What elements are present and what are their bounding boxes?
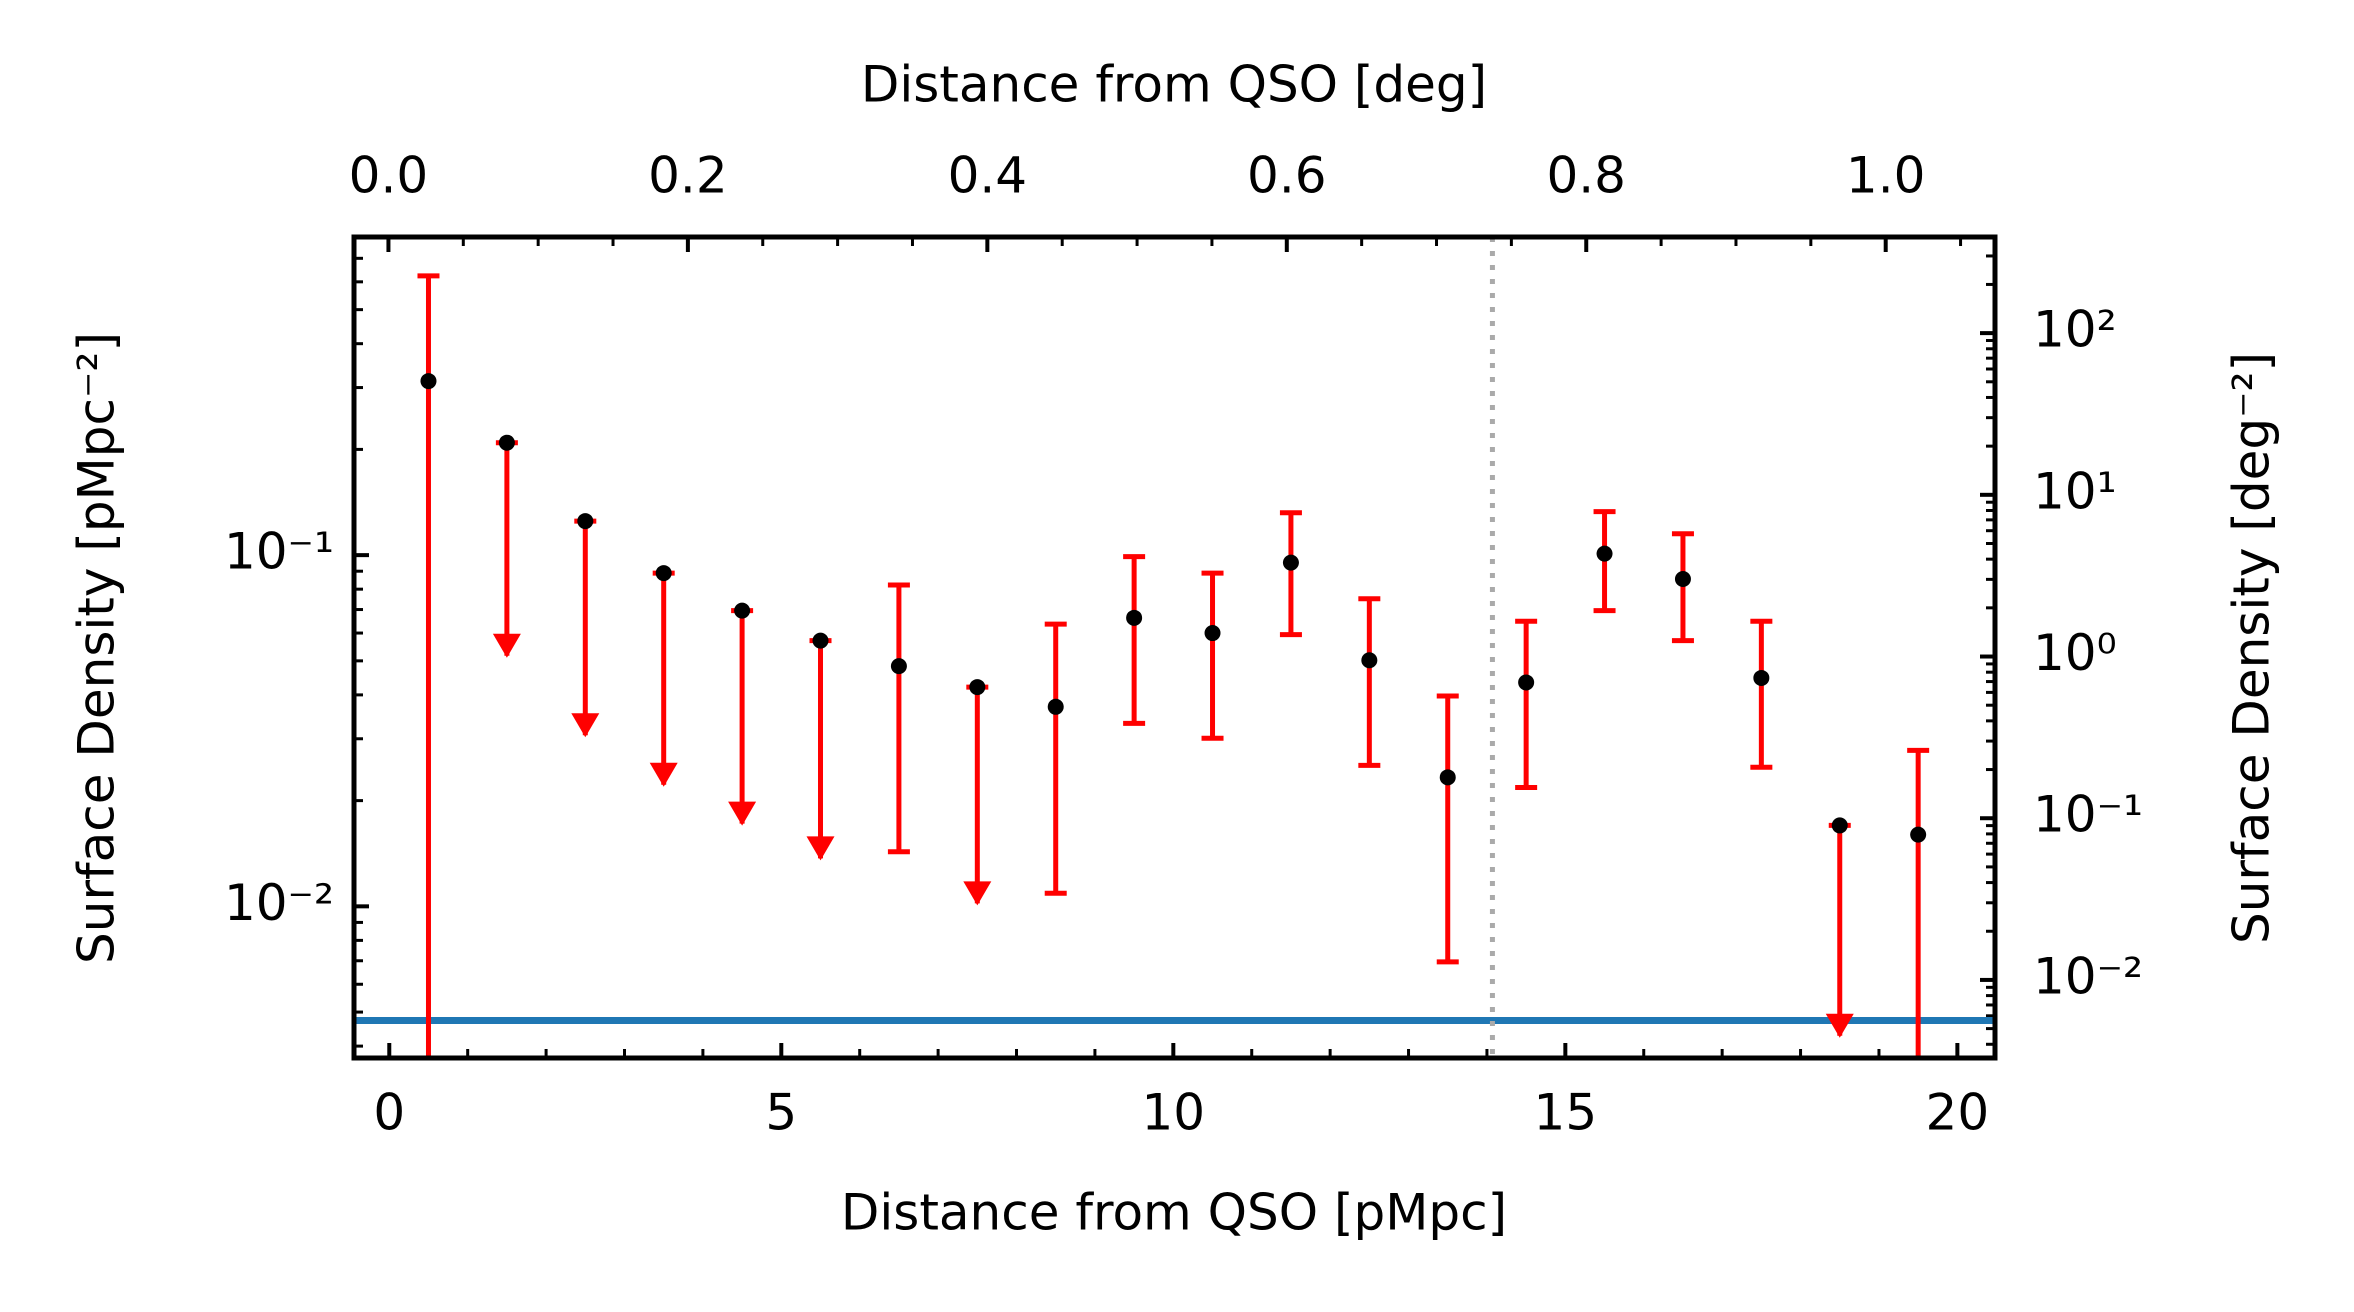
data-point bbox=[812, 632, 829, 649]
y-axis-label: Surface Density [pMpc⁻²] bbox=[68, 332, 126, 964]
y2-tick-label: 10¹ bbox=[2033, 462, 2117, 520]
x-tick-label: 15 bbox=[1534, 1084, 1598, 1142]
limit-arrow bbox=[806, 836, 835, 861]
data-point bbox=[734, 602, 751, 619]
limit-arrow bbox=[492, 633, 521, 658]
x-tick-label: 20 bbox=[1926, 1084, 1990, 1142]
data-point bbox=[1831, 817, 1848, 834]
y-tick-label: 10⁻¹ bbox=[224, 523, 334, 581]
data-point bbox=[577, 513, 594, 530]
x2-tick-label: 0.4 bbox=[948, 147, 1028, 205]
data-point bbox=[655, 565, 672, 582]
x-axis-label: Distance from QSO [pMpc] bbox=[841, 1184, 1507, 1242]
y2-tick-label: 10⁻² bbox=[2033, 947, 2143, 1005]
x2-tick-label: 1.0 bbox=[1846, 147, 1926, 205]
limit-arrow bbox=[728, 801, 757, 826]
x2-tick-label: 0.2 bbox=[648, 147, 728, 205]
limit-arrow bbox=[1825, 1013, 1854, 1038]
x2-tick-label: 0.6 bbox=[1247, 147, 1327, 205]
x-tick-label: 5 bbox=[765, 1084, 797, 1142]
x2-tick-label: 0.0 bbox=[349, 147, 429, 205]
limit-arrow bbox=[649, 762, 678, 787]
plot-frame bbox=[351, 234, 1998, 1061]
data-point bbox=[1204, 625, 1221, 642]
y2-tick-label: 10⁰ bbox=[2033, 624, 2117, 682]
data-point bbox=[1596, 545, 1613, 562]
limit-arrow bbox=[963, 881, 992, 906]
data-point bbox=[1910, 826, 1927, 843]
y2-tick-label: 10⁻¹ bbox=[2033, 786, 2143, 844]
y2-tick-label: 10² bbox=[2033, 301, 2117, 359]
data-point bbox=[1674, 571, 1691, 588]
x-tick-label: 0 bbox=[373, 1084, 405, 1142]
data-point bbox=[498, 434, 515, 451]
data-point bbox=[1361, 652, 1378, 669]
data-point bbox=[969, 679, 986, 696]
x2-axis-label: Distance from QSO [deg] bbox=[861, 56, 1487, 114]
data-point bbox=[1439, 769, 1456, 786]
data-point bbox=[1518, 674, 1535, 691]
x2-tick-label: 0.8 bbox=[1546, 147, 1626, 205]
y-tick-label: 10⁻² bbox=[224, 874, 334, 932]
data-point bbox=[890, 658, 907, 675]
limit-arrow bbox=[571, 713, 600, 738]
data-point bbox=[420, 373, 437, 390]
data-point bbox=[1126, 609, 1143, 626]
y2-axis-label: Surface Density [deg⁻²] bbox=[2223, 352, 2281, 944]
x-tick-label: 10 bbox=[1142, 1084, 1206, 1142]
data-point bbox=[1047, 698, 1064, 715]
data-point bbox=[1282, 554, 1299, 571]
data-point bbox=[1753, 669, 1770, 686]
